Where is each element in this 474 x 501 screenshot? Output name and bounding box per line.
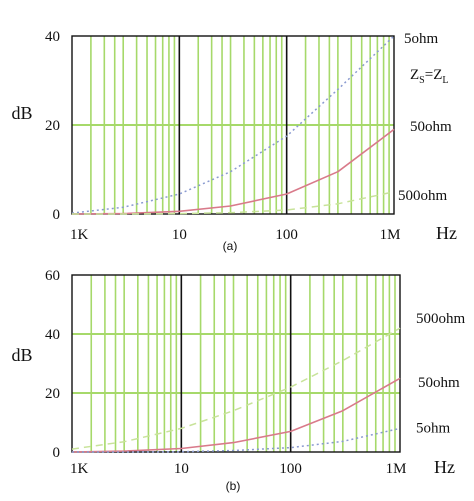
grid xyxy=(72,36,394,214)
impedance-annotation: ZS=ZL xyxy=(410,67,448,86)
y-tick-label: 60 xyxy=(45,268,60,284)
y-tick-label: 40 xyxy=(45,29,60,45)
chart-panel-b: 500ohm 50ohm 5ohm 0 20 40 60 1K 10 100 1M dB Hz (b) xyxy=(11,268,465,493)
x-tick-label: 10 xyxy=(172,227,187,243)
y-axis-label: dB xyxy=(11,103,32,123)
series-line-500ohm xyxy=(72,191,395,215)
x-axis-label: Hz xyxy=(436,223,457,243)
x-tick-label: 1K xyxy=(70,461,89,477)
x-tick-label: 10 xyxy=(174,461,189,477)
series-line-5ohm xyxy=(71,35,395,214)
y-tick-label: 40 xyxy=(45,327,60,343)
series-line-5ohm xyxy=(72,427,401,453)
x-axis-label: Hz xyxy=(434,457,455,477)
y-axis-label: dB xyxy=(11,345,32,365)
series-label-5ohm: 5ohm xyxy=(416,420,451,436)
chart-panel-a: 5ohm 50ohm 500ohm 0 20 40 1K 10 100 1M dB Hz (a) ZS=Z… xyxy=(11,29,457,253)
grid xyxy=(72,275,400,452)
annotation-part: Z xyxy=(410,67,419,83)
series-line-50ohm xyxy=(71,377,401,453)
plot-frame xyxy=(71,274,401,453)
y-tick-label: 0 xyxy=(53,207,61,223)
x-tick-label: 100 xyxy=(275,227,298,243)
x-tick-label: 1M xyxy=(380,227,401,243)
x-tick-label: 1M xyxy=(386,461,407,477)
series-label-5ohm: 5ohm xyxy=(404,31,439,47)
annotation-part: =Z xyxy=(425,67,443,83)
plot-frame xyxy=(71,35,395,215)
series-label-500ohm: 500ohm xyxy=(398,188,448,204)
series-label-500ohm: 500ohm xyxy=(416,311,466,327)
plot-area xyxy=(72,275,400,452)
y-tick-label: 0 xyxy=(53,445,61,461)
x-tick-label: 100 xyxy=(279,461,302,477)
series-label-50ohm: 50ohm xyxy=(410,119,452,135)
x-tick-label: 1K xyxy=(70,227,89,243)
annotation-part: S xyxy=(419,75,425,86)
panel-label: (b) xyxy=(226,479,241,493)
y-tick-label: 20 xyxy=(45,386,60,402)
series-label-50ohm: 50ohm xyxy=(418,375,460,391)
y-tick-label: 20 xyxy=(45,118,60,134)
panel-label: (a) xyxy=(223,239,238,253)
series-line-500ohm xyxy=(71,327,401,450)
annotation-part: L xyxy=(442,75,448,86)
